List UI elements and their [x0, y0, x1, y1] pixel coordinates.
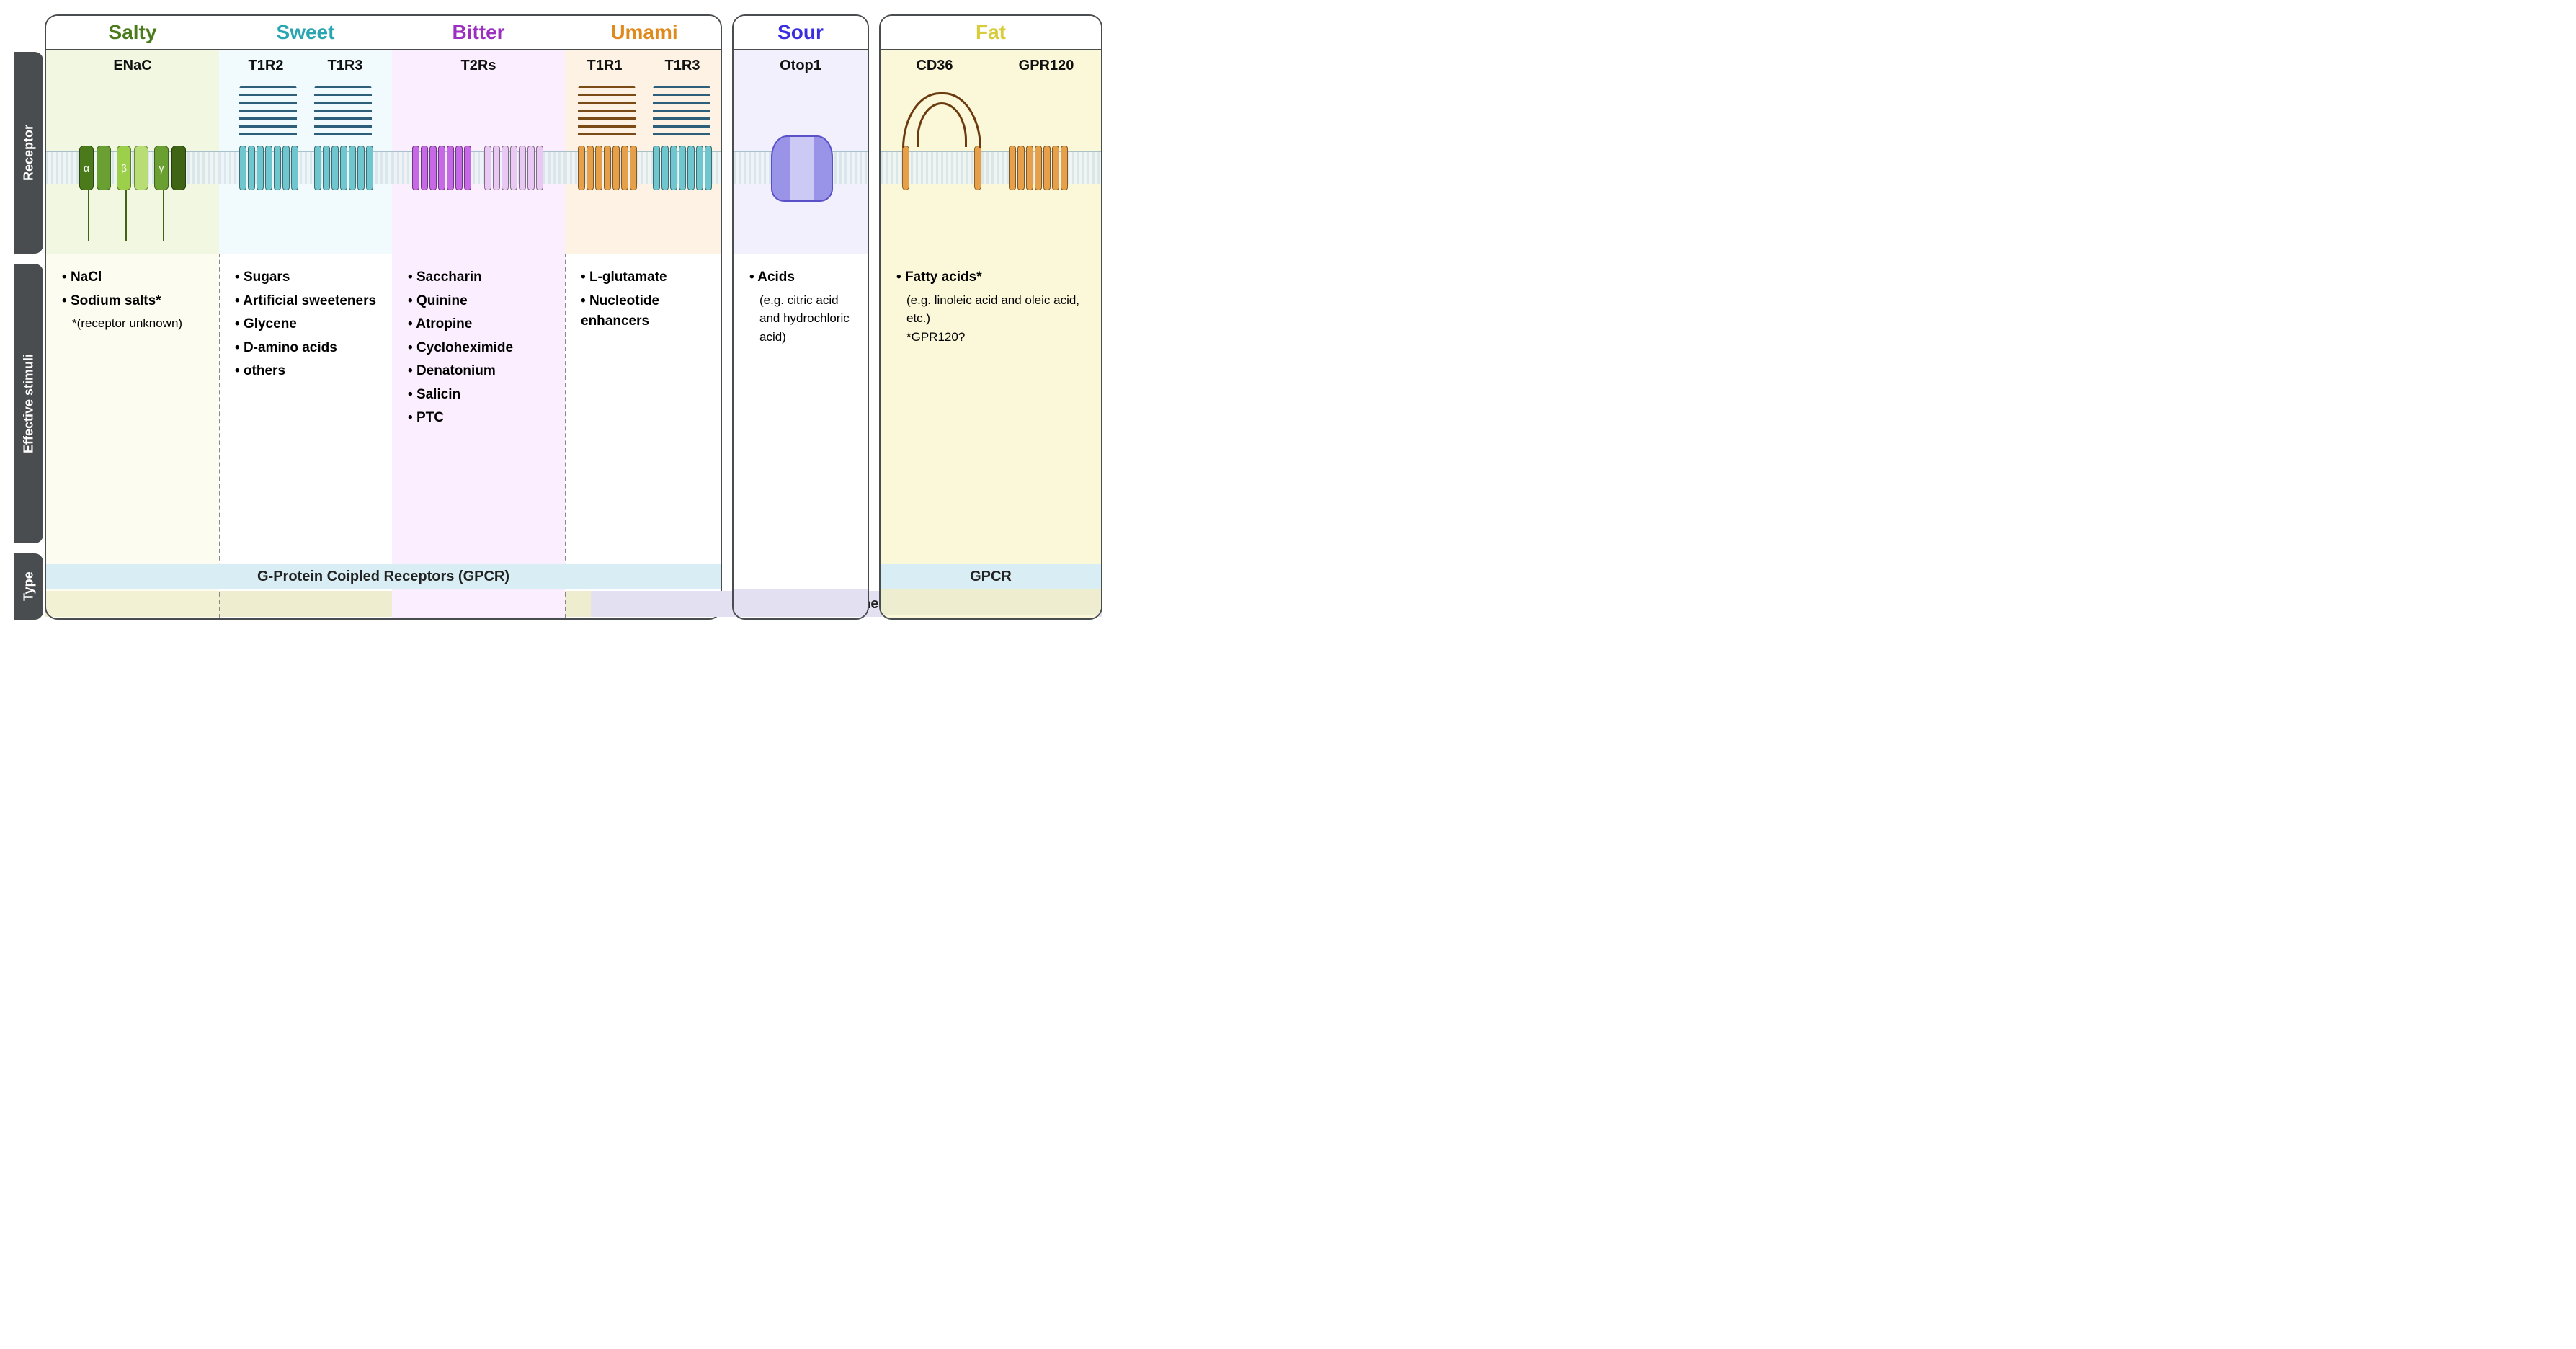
header-fat: Fat	[881, 16, 1101, 50]
stimuli-sweet: • Sugars • Artificial sweeteners • Glyce…	[219, 254, 392, 561]
enac-beta: β	[117, 146, 131, 190]
receptor-sour: Otop1	[734, 50, 868, 254]
receptor-label-gpr120: GPR120	[1003, 58, 1089, 74]
stim-sub: (e.g. linoleic acid and oleic acid, etc.…	[906, 291, 1094, 328]
vft-domain	[239, 85, 297, 141]
type-band-gpcr2: GPCR	[881, 564, 1101, 589]
tm-bundle	[484, 146, 543, 190]
tm-bundle	[412, 146, 471, 190]
stim-item: • Cycloheximide	[408, 338, 558, 359]
receptor-label-enac: ENaC	[46, 58, 219, 74]
panel-sour: Sour Otop1 • Acids (e.g. citric acid and…	[732, 14, 869, 620]
enac-tail	[125, 190, 127, 241]
cd36-tm	[974, 146, 981, 190]
receptor-label-t1r3-u: T1R3	[650, 58, 715, 74]
membrane	[881, 151, 1101, 184]
stim-item: • Quinine	[408, 291, 558, 312]
header-sour: Sour	[734, 16, 868, 50]
cd36-tm	[902, 146, 909, 190]
row-label-type: Type	[14, 553, 43, 620]
enac-sub	[97, 146, 111, 190]
stim-item: • PTC	[408, 408, 558, 429]
stim-item: • Artificial sweeteners	[235, 291, 385, 312]
enac-sub	[171, 146, 186, 190]
tm-bundle	[578, 146, 637, 190]
col-sweet: Sweet T1R2 T1R3 • Sugars • Artificial sw…	[219, 16, 392, 618]
membrane	[46, 151, 219, 184]
panel-main: G-Protein Coipled Receptors (GPCR) Salty…	[45, 14, 722, 620]
stim-item: • Sugars	[235, 267, 385, 288]
receptor-umami: T1R1 T1R3	[565, 50, 722, 254]
stim-item: • Acids	[749, 267, 860, 288]
vft-domain	[653, 85, 710, 141]
stim-item: • NaCl	[62, 267, 212, 288]
stimuli-bitter: • Saccharin • Quinine • Atropine • Cyclo…	[392, 254, 565, 561]
receptor-label-t2rs: T2Rs	[392, 58, 565, 74]
row-label-receptor: Receptor	[14, 52, 43, 254]
type-band-ion-bg2	[881, 589, 1101, 615]
col-salty: Salty ENaC α β γ • NaCl • Sodium salts* …	[46, 16, 219, 618]
stim-item: • Fatty acids*	[896, 267, 1094, 288]
receptor-label-t1r2: T1R2	[233, 58, 298, 74]
stim-sub: (e.g. citric acid and hydrochloric acid)	[759, 291, 860, 347]
stim-item: • Saccharin	[408, 267, 558, 288]
enac-tail	[163, 190, 164, 241]
panel-fat: Fat CD36 GPR120 • Fatty acids* (e.g. lin…	[879, 14, 1102, 620]
type-zone-sour	[734, 561, 868, 618]
enac-alpha: α	[79, 146, 94, 190]
stim-item: • Denatonium	[408, 361, 558, 382]
receptor-salty: ENaC α β γ	[46, 50, 219, 254]
receptor-label-otop1: Otop1	[734, 58, 868, 74]
tm-bundle	[653, 146, 712, 190]
header-bitter: Bitter	[392, 16, 565, 50]
stimuli-salty: • NaCl • Sodium salts* *(receptor unknow…	[46, 254, 219, 561]
receptor-label-t1r1: T1R1	[572, 58, 637, 74]
tm-bundle	[239, 146, 298, 190]
stim-item: • Atropine	[408, 314, 558, 335]
stim-item: • Glycene	[235, 314, 385, 335]
type-band-ion-local	[734, 589, 868, 615]
stim-item: • D-amino acids	[235, 338, 385, 359]
type-band-gpcr-span: G-Protein Coipled Receptors (GPCR)	[46, 564, 721, 589]
receptor-label-t1r3: T1R3	[313, 58, 378, 74]
enac-gamma: γ	[154, 146, 169, 190]
stimuli-sour: • Acids (e.g. citric acid and hydrochlor…	[734, 254, 868, 561]
header-umami: Umami	[565, 16, 722, 50]
vft-domain	[578, 85, 636, 141]
type-zone-fat: GPCR	[881, 561, 1101, 618]
stim-item: • Sodium salts*	[62, 291, 212, 312]
stimuli-umami: • L-glutamate • Nucleotide enhancers	[565, 254, 722, 561]
stim-item: • Nucleotide enhancers	[581, 291, 716, 332]
taste-receptor-chart: Receptor Effective stimuli Type G-Protei…	[14, 14, 1120, 649]
receptor-label-cd36: CD36	[895, 58, 974, 74]
header-salty: Salty	[46, 16, 219, 50]
vft-domain	[314, 85, 372, 141]
stimuli-fat: • Fatty acids* (e.g. linoleic acid and o…	[881, 254, 1101, 561]
stim-sub: *(receptor unknown)	[72, 314, 212, 333]
receptor-sweet: T1R2 T1R3	[219, 50, 392, 254]
row-label-stimuli: Effective stimuli	[14, 264, 43, 543]
receptor-bitter: T2Rs	[392, 50, 565, 254]
stim-item: • L-glutamate	[581, 267, 716, 288]
stim-item: • Salicin	[408, 385, 558, 406]
tm-bundle	[314, 146, 373, 190]
enac-sub	[134, 146, 148, 190]
col-bitter: Bitter T2Rs • Saccharin • Quinine • Atro…	[392, 16, 565, 618]
stim-sub: *GPR120?	[906, 328, 1094, 347]
stim-item: • others	[235, 361, 385, 382]
enac-tail	[88, 190, 89, 241]
header-sweet: Sweet	[219, 16, 392, 50]
col-umami: Umami T1R1 T1R3 • L-glutamate • Nucleoti…	[565, 16, 722, 618]
receptor-fat: CD36 GPR120	[881, 50, 1101, 254]
tm-bundle-gpr120	[1009, 146, 1068, 190]
otop-channel	[771, 135, 833, 202]
